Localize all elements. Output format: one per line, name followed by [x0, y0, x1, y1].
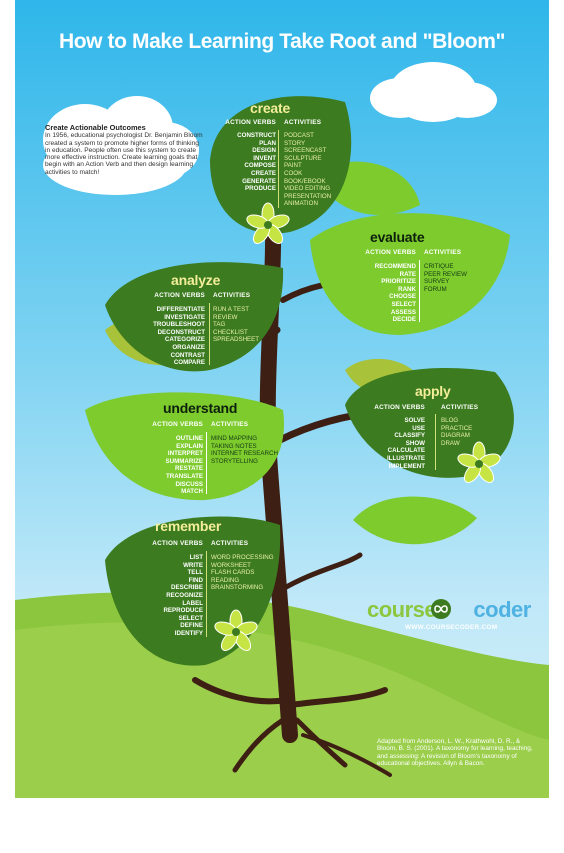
verbs-list: OUTLINE EXPLAIN INTERPRET SUMMARIZE REST…	[165, 435, 203, 496]
intro-body: In 1956, educational psychologist Dr. Be…	[45, 132, 203, 176]
verbs-header: ACTION VERBS	[152, 540, 203, 547]
level-create: create ACTION VERBS ACTIVITIES CONSTRUCT…	[210, 100, 350, 230]
column-divider	[206, 551, 207, 637]
leaf-understand	[85, 392, 285, 501]
verbs-header: ACTION VERBS	[154, 292, 205, 299]
level-remember: remember ACTION VERBS ACTIVITIES LIST WR…	[125, 518, 295, 643]
level-evaluate: evaluate ACTION VERBS ACTIVITIES RECOMME…	[333, 229, 493, 329]
leaf-decor-4	[353, 496, 477, 545]
verbs-list: CONSTRUCT PLAN DESIGN INVENT COMPOSE CRE…	[237, 132, 276, 193]
level-title: create	[250, 100, 291, 116]
activities-list: BLOG PRACTICE DIAGRAM DRAW	[441, 417, 473, 447]
level-title: remember	[155, 518, 222, 534]
leaf-evaluate	[310, 213, 510, 335]
column-divider	[419, 260, 420, 322]
cloud-left	[43, 96, 199, 195]
cloud-right	[370, 62, 497, 122]
flower-icon-remember	[214, 609, 258, 651]
leaf-create	[210, 96, 352, 234]
level-title: analyze	[171, 272, 221, 288]
flower-icon-create	[246, 202, 290, 244]
verbs-list: RECOMMEND RATE PRIORITIZE RANK CHOOSE SE…	[374, 263, 416, 324]
column-divider	[206, 432, 207, 494]
citation: Adapted from Anderson, L. W., Krathwohl,…	[377, 738, 533, 768]
intro-heading: Create Actionable Outcomes	[45, 123, 146, 132]
brand-coder: coder	[473, 597, 531, 622]
verbs-header: ACTION VERBS	[365, 249, 416, 256]
activities-header: ACTIVITIES	[424, 249, 462, 256]
page-title: How to Make Learning Take Root and "Bloo…	[58, 30, 506, 53]
level-apply: apply ACTION VERBS ACTIVITIES SOLVE USE …	[355, 383, 505, 473]
level-understand: understand ACTION VERBS ACTIVITIES OUTLI…	[125, 400, 295, 500]
brand-url: WWW.COURSECODER.COM	[405, 624, 498, 631]
activities-header: ACTIVITIES	[213, 292, 251, 299]
verbs-list: LIST WRITE TELL FIND DESCRIBE RECOGNIZE …	[163, 554, 203, 637]
activities-list: RUN A TEST REVIEW TAG CHECKLIST SPREADSH…	[213, 306, 260, 344]
activities-header: ACTIVITIES	[211, 540, 249, 547]
brand-logo: course coder	[367, 597, 531, 623]
verbs-list: DIFFERENTIATE INVESTIGATE TROUBLESHOOT D…	[153, 306, 205, 367]
intro-block: Create Actionable Outcomes In 1956, educ…	[45, 124, 205, 176]
level-analyze: analyze ACTION VERBS ACTIVITIES DIFFEREN…	[127, 272, 277, 372]
poster: How to Make Learning Take Root and "Bloo…	[15, 0, 549, 798]
activities-list: WORD PROCESSING WORKSHEET FLASH CARDS RE…	[211, 554, 274, 592]
verbs-header: ACTION VERBS	[152, 421, 203, 428]
column-divider	[278, 130, 279, 208]
column-divider	[209, 303, 210, 365]
leaf-analyze	[105, 262, 284, 372]
verbs-header: ACTION VERBS	[225, 119, 276, 126]
background-art	[15, 62, 549, 798]
column-divider	[435, 414, 436, 470]
infinity-icon	[431, 599, 451, 619]
activities-list: PODCAST STORY SCREENCAST SCULPTURE PAINT…	[284, 132, 332, 208]
activities-header: ACTIVITIES	[441, 404, 479, 411]
verbs-list: SOLVE USE CLASSIFY SHOW CALCULATE ILLUST…	[386, 417, 425, 470]
activities-header: ACTIVITIES	[284, 119, 322, 126]
leaf-apply	[345, 368, 514, 478]
flower-icon-apply	[457, 441, 501, 483]
level-title: evaluate	[370, 229, 425, 245]
level-title: apply	[415, 383, 451, 399]
verbs-header: ACTION VERBS	[374, 404, 425, 411]
brand-course: course	[367, 597, 437, 622]
level-title: understand	[163, 400, 238, 416]
activities-header: ACTIVITIES	[211, 421, 249, 428]
activities-list: MIND MAPPING TAKING NOTES INTERNET RESEA…	[211, 435, 278, 465]
activities-list: CRITIQUE PEER REVIEW SURVEY FORUM	[424, 263, 467, 293]
